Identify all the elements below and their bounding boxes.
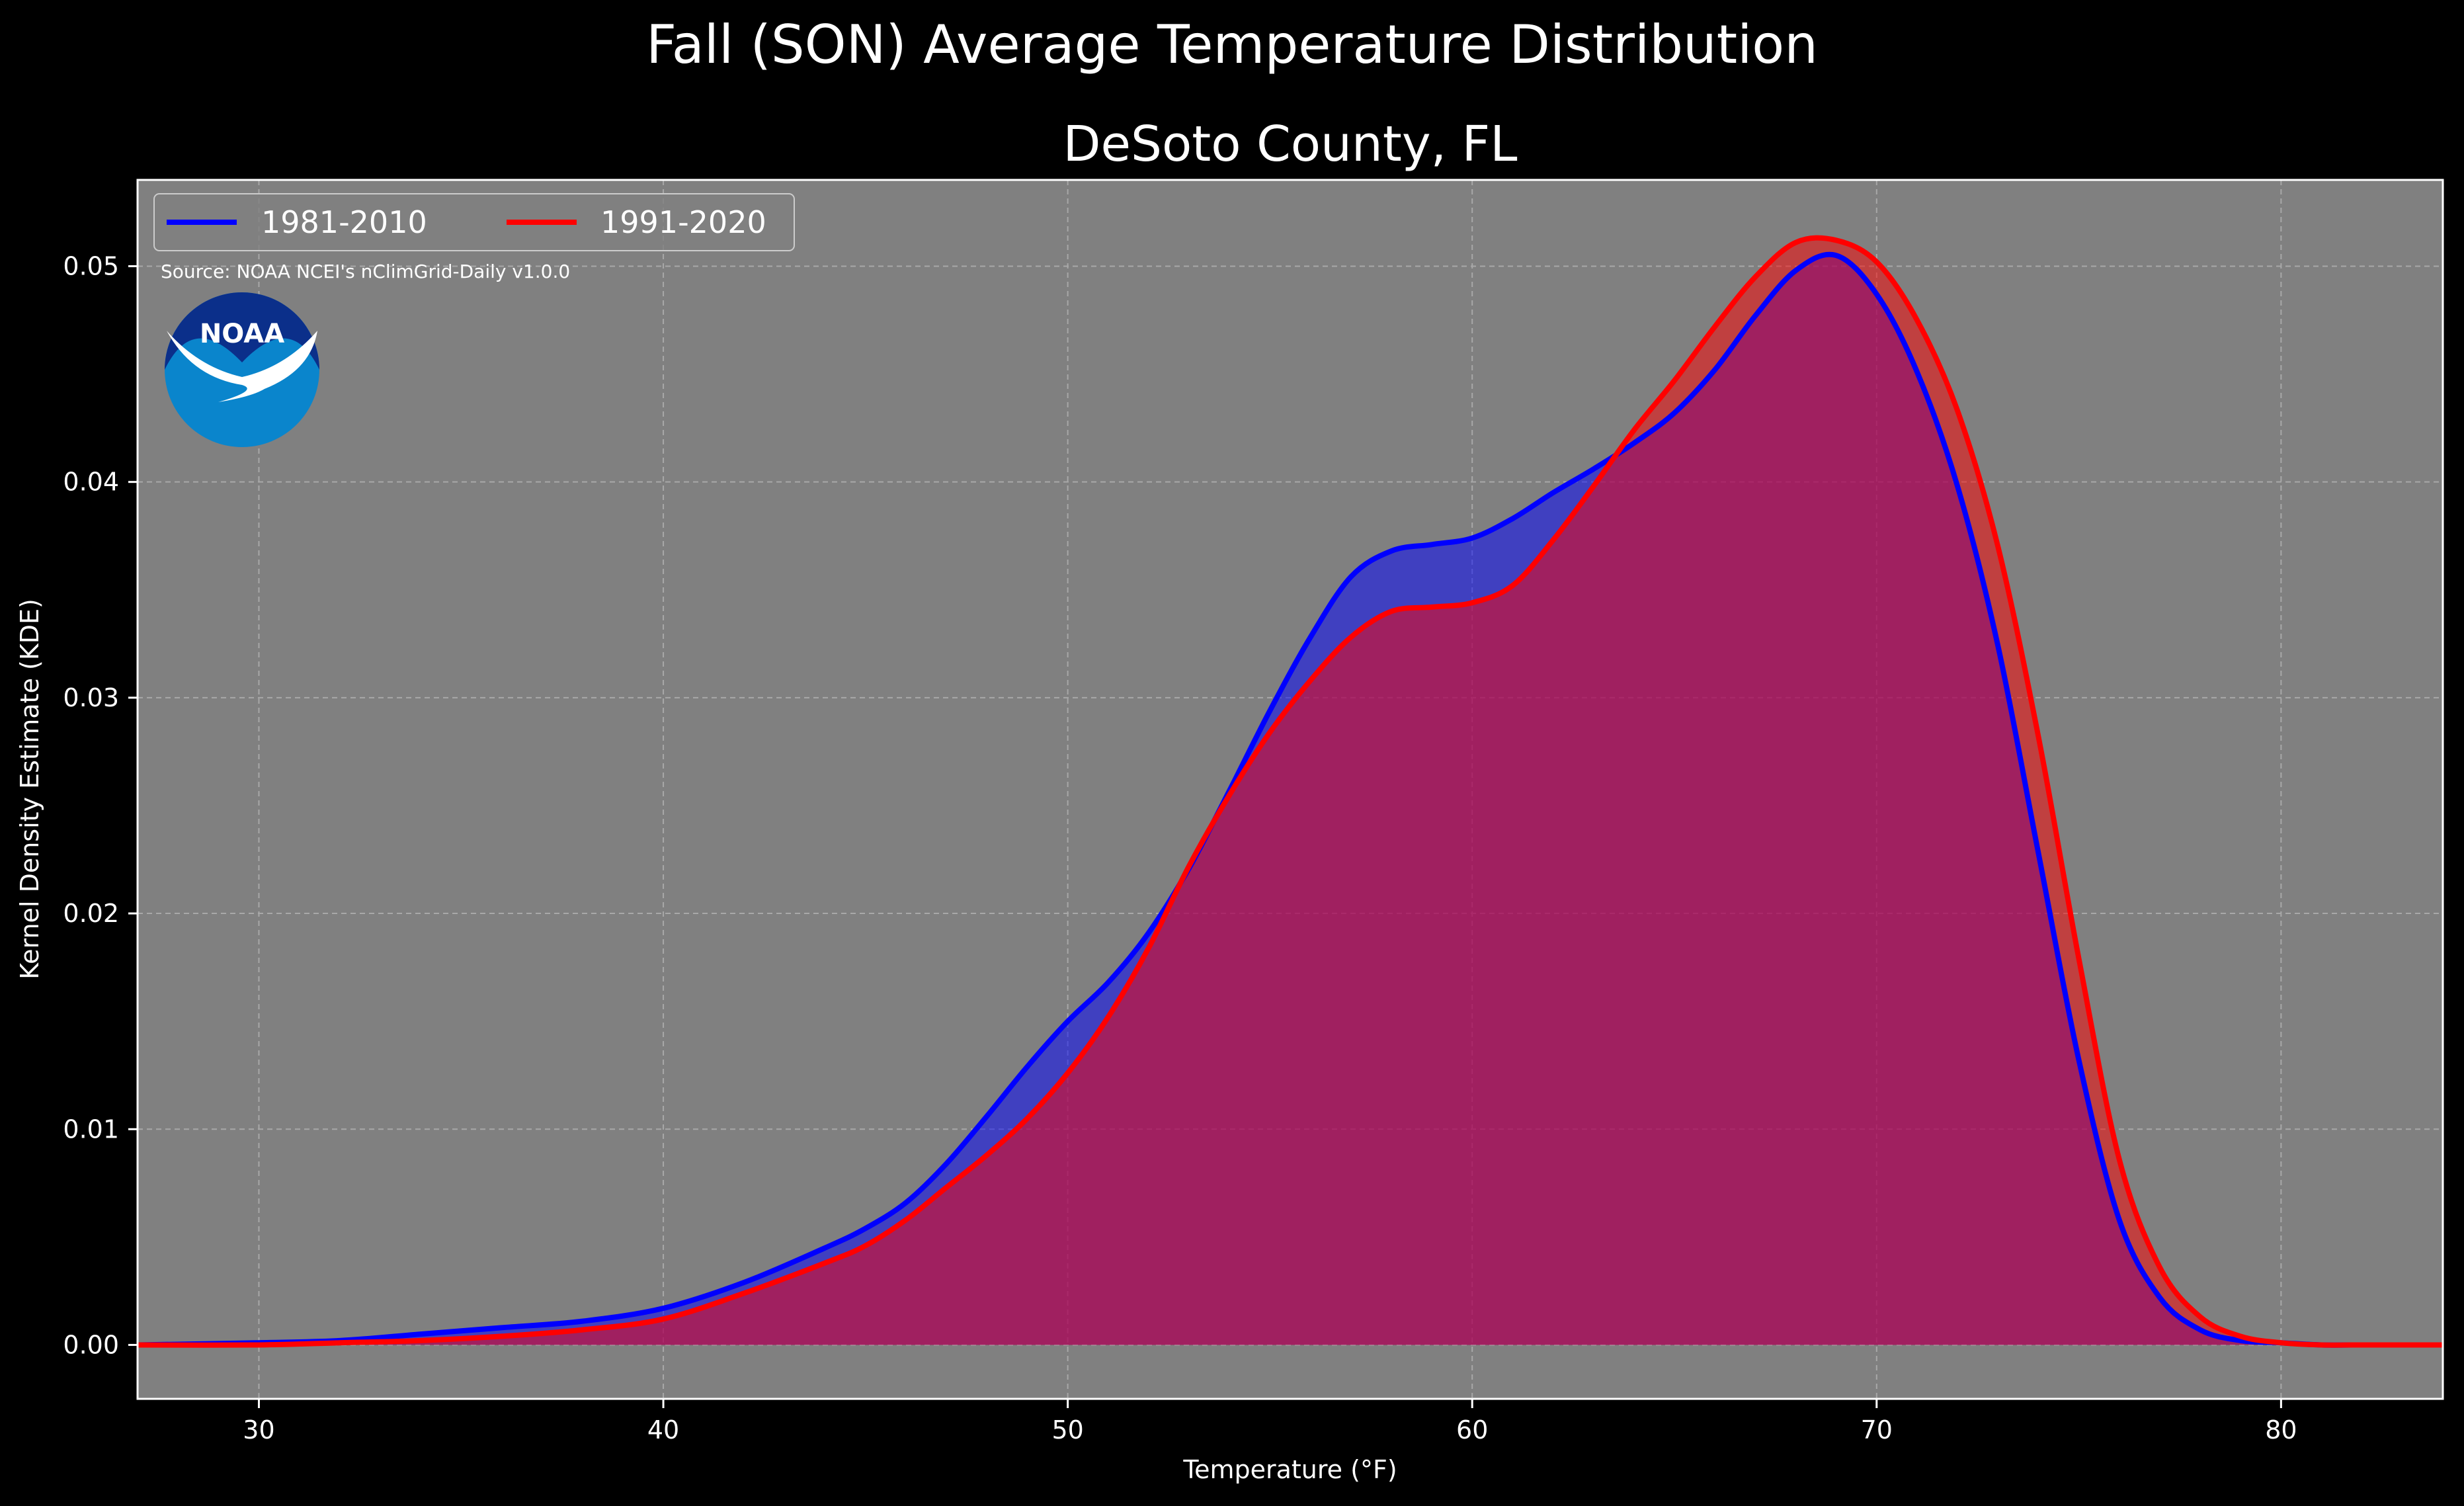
plot-area-frame [136, 179, 2444, 1400]
y-tick-label-0.03: 0.03 [63, 683, 119, 712]
noaa-logo-text: NOAA [200, 319, 284, 349]
figure-suptitle: Fall (SON) Average Temperature Distribut… [646, 14, 1818, 75]
line-1981-2010 [137, 251, 2443, 1348]
series-lines [137, 235, 2443, 1348]
legend: 1981-2010 1991-2020 [153, 193, 795, 251]
noaa-logo: NOAA [165, 292, 319, 447]
line-1991-2020 [137, 235, 2443, 1348]
series-areas [138, 237, 2443, 1345]
source-annotation: Source: NOAA NCEI's nClimGrid-Daily v1.0… [161, 261, 570, 282]
x-tick-label-60: 60 [1456, 1415, 1488, 1444]
x-tick-label-40: 40 [647, 1415, 679, 1444]
x-tick-label-80: 80 [2265, 1415, 2297, 1444]
axis-ticks: 30 40 50 60 70 80 0.00 0.01 0.02 0.03 0.04 0.05 [63, 251, 2297, 1444]
legend-label-1991-2020: 1991-2020 [600, 204, 766, 240]
y-tick-label-0.04: 0.04 [63, 468, 119, 497]
x-tick-label-70: 70 [1861, 1415, 1893, 1444]
y-tick-label-0.05: 0.05 [63, 251, 119, 280]
x-axis-label: Temperature (°F) [1182, 1455, 1397, 1484]
y-tick-label-0.02: 0.02 [63, 899, 119, 928]
x-tick-label-50: 50 [1051, 1415, 1083, 1444]
x-tick-label-30: 30 [243, 1415, 274, 1444]
chart-title: DeSoto County, FL [1063, 116, 1518, 173]
y-tick-label-0.01: 0.01 [63, 1114, 119, 1144]
y-tick-label-0.00: 0.00 [63, 1330, 119, 1359]
legend-label-1981-2010: 1981-2010 [261, 204, 427, 240]
y-axis-label: Kernel Density Estimate (KDE) [15, 599, 44, 980]
area-1991-2020 [138, 237, 2443, 1345]
legend-frame [153, 193, 795, 251]
